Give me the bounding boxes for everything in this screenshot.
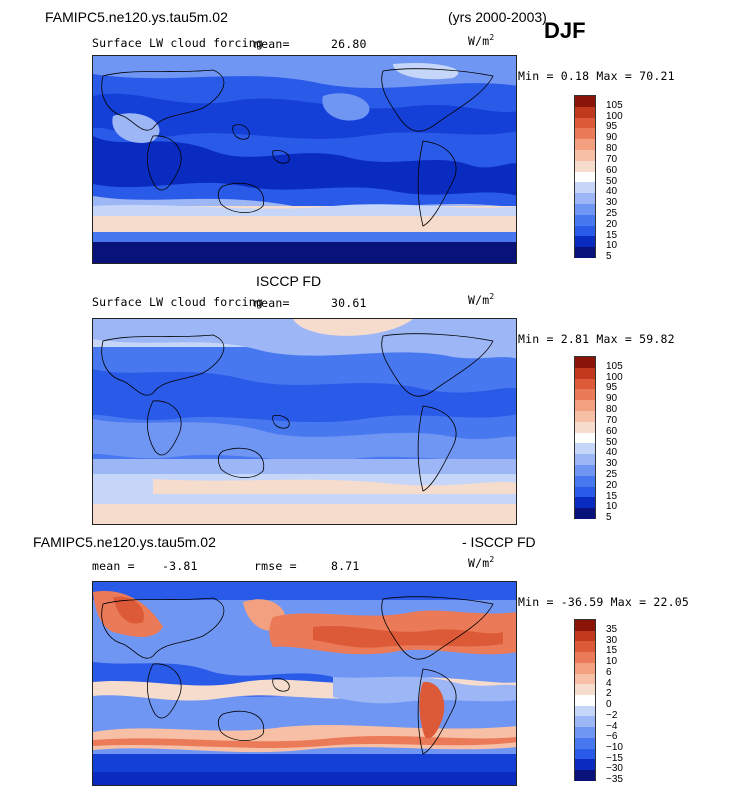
panel3-cb-label: −15 xyxy=(606,753,623,764)
panel1-cb-label: 95 xyxy=(606,121,618,132)
panel2-mean-label: mean= xyxy=(254,296,290,310)
panel2-cb-label: 25 xyxy=(606,469,618,480)
panel3-cb-label: −4 xyxy=(606,721,618,732)
panel1-cb-label: 105 xyxy=(606,100,623,111)
panel2-cb-label: 70 xyxy=(606,415,618,426)
panel1-cb-label: 5 xyxy=(606,251,612,262)
panel2-cb-label: 105 xyxy=(606,361,623,372)
panel3-rmse-label: rmse = xyxy=(254,559,297,573)
panel3-cb-label: 0 xyxy=(606,699,612,710)
panel1-map xyxy=(92,55,517,264)
panel2-map-field xyxy=(93,319,516,524)
panel1-map-field xyxy=(93,56,516,263)
model-title: FAMIPC5.ne120.ys.tau5m.02 xyxy=(45,9,228,25)
panel3-cb-label: 15 xyxy=(606,645,618,656)
panel3-heading-right: - ISCCP FD xyxy=(462,534,536,550)
panel2-cb-label: 40 xyxy=(606,447,618,458)
panel3-cb-label: −30 xyxy=(606,763,623,774)
panel3-cb-label: 30 xyxy=(606,635,618,646)
panel2-cb-label: 60 xyxy=(606,426,618,437)
panel3-heading-left: FAMIPC5.ne120.ys.tau5m.02 xyxy=(33,534,216,550)
panel2-cb-label: 50 xyxy=(606,437,618,448)
panel2-cb-label: 90 xyxy=(606,393,618,404)
panel1-cb-label: 90 xyxy=(606,132,618,143)
panel2-title: Surface LW cloud forcing xyxy=(92,295,263,309)
panel3-cb-label: −10 xyxy=(606,742,623,753)
panel3-cb-label: 6 xyxy=(606,667,612,678)
panel2-cb-label: 80 xyxy=(606,404,618,415)
panel1-mean-label: mean= xyxy=(254,37,290,51)
panel3-mean-value: -3.81 xyxy=(162,559,198,573)
panel3-map xyxy=(92,581,517,786)
panel3-cb-label: 4 xyxy=(606,678,612,689)
panel3-cb-label: 10 xyxy=(606,656,618,667)
season-label: DJF xyxy=(544,18,586,43)
panel1-cb-label: 50 xyxy=(606,176,618,187)
panel1-minmax: Min = 0.18 Max = 70.21 xyxy=(518,69,675,83)
panel2-minmax: Min = 2.81 Max = 59.82 xyxy=(518,332,675,346)
panel2-cb-label: 15 xyxy=(606,491,618,502)
panel1-colorbar xyxy=(574,95,596,258)
panel3-mean-label: mean = xyxy=(92,559,135,573)
panel3-cb-label: 2 xyxy=(606,688,612,699)
panel3-map-field xyxy=(93,582,516,785)
panel2-heading: ISCCP FD xyxy=(256,273,322,289)
panel1-cb-label: 60 xyxy=(606,165,618,176)
panel3-units: W/m2 xyxy=(468,555,495,570)
panel2-map xyxy=(92,318,517,525)
panel1-cb-label: 40 xyxy=(606,186,618,197)
panel1-cb-label: 70 xyxy=(606,154,618,165)
panel3-cb-label: −35 xyxy=(606,774,623,785)
panel2-cb-label: 100 xyxy=(606,372,623,383)
panel1-cb-label: 15 xyxy=(606,230,618,241)
panel1-cb-label: 20 xyxy=(606,219,618,230)
panel2-cb-label: 95 xyxy=(606,382,618,393)
panel2-mean-value: 30.61 xyxy=(331,296,367,310)
panel3-cb-label: −6 xyxy=(606,731,618,742)
panel2-cb-label: 20 xyxy=(606,480,618,491)
panel1-title: Surface LW cloud forcing xyxy=(92,36,263,50)
panel1-cb-label: 10 xyxy=(606,240,618,251)
panel3-cb-label: −2 xyxy=(606,710,618,721)
panel3-colorbar xyxy=(574,619,596,781)
panel2-cb-label: 10 xyxy=(606,501,618,512)
panel1-units: W/m2 xyxy=(468,33,495,48)
panel3-rmse-value: 8.71 xyxy=(331,559,360,573)
panel1-cb-label: 25 xyxy=(606,208,618,219)
panel2-cb-label: 30 xyxy=(606,458,618,469)
panel1-cb-label: 30 xyxy=(606,197,618,208)
panel2-colorbar xyxy=(574,356,596,519)
panel2-units: W/m2 xyxy=(468,292,495,307)
panel1-cb-label: 100 xyxy=(606,111,623,122)
panel3-minmax: Min = -36.59 Max = 22.05 xyxy=(518,595,689,609)
panel3-cb-label: 35 xyxy=(606,624,618,635)
panel1-cb-label: 80 xyxy=(606,143,618,154)
panel1-mean-value: 26.80 xyxy=(331,37,367,51)
panel2-cb-label: 5 xyxy=(606,512,612,523)
years-label: (yrs 2000-2003) xyxy=(448,9,547,25)
